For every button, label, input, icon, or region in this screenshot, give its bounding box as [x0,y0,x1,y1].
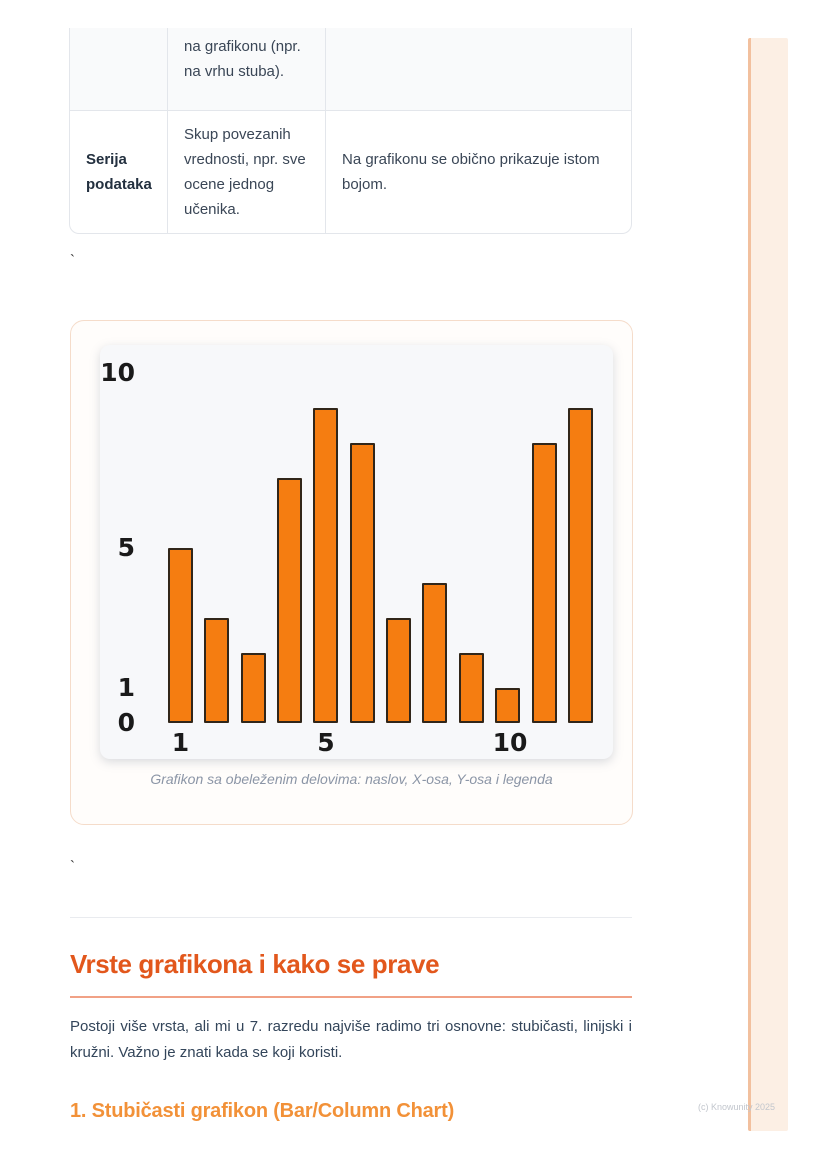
stray-backtick: ` [70,858,75,875]
y-axis-tick-label: 5 [117,533,135,562]
y-axis-tick-label: 10 [100,358,135,387]
table-cell-note: Na grafikonu se obično prikazuje istom b… [325,111,631,233]
table-cell-definition: Skup povezanih vrednosti, npr. sve ocene… [167,111,325,233]
bar [458,653,484,723]
table-cell-definition: na grafikonu (npr. na vrhu stuba). [167,28,325,110]
bar [313,408,339,723]
paragraph-line: Postoji više vrsta, ali mi u 7. razredu … [70,1018,632,1035]
right-margin-strip [748,38,788,1131]
bar [168,548,193,723]
chart-caption: Grafikon sa obeleženim delovima: naslov,… [150,771,553,787]
section-paragraph: Postoji više vrsta, ali mi u 7. razredu … [70,1014,632,1066]
subsection-heading: 1. Stubičasti grafikon (Bar/Column Chart… [70,1100,455,1122]
table-cell-term [70,28,167,110]
copyright-watermark: (c) Knowunity 2025 [698,1102,776,1112]
bar [422,583,448,723]
bar [240,653,266,723]
bar [349,443,375,723]
bar [531,443,557,723]
bar [204,618,230,723]
chart-figure-card: 10 5 1 0 1 5 10 Grafikon sa obeleženim delovim… [70,320,633,825]
bar [495,688,521,723]
x-axis-tick-label: 10 [492,728,528,757]
section-heading: Vrste grafikona i kako se prave [70,949,440,979]
stray-backtick: ` [70,252,75,269]
table-row: Serija podataka Skup povezanih vrednosti… [70,111,631,233]
bar [567,408,593,723]
definition-table: na grafikonu (npr. na vrhu stuba). Serij… [69,28,632,234]
table-cell-note [325,28,631,110]
table-row: na grafikonu (npr. na vrhu stuba). [70,28,631,111]
heading-underline [70,996,632,998]
y-axis-tick-label: 0 [117,708,135,737]
x-axis-tick-label: 5 [317,728,335,757]
bar [386,618,412,723]
x-axis-tick-label: 1 [171,728,190,757]
bar-chart: 10 5 1 0 1 5 10 [100,345,613,759]
paragraph-line: kružni. Važno je znati kada se koji kori… [70,1044,343,1061]
section-divider [70,917,632,918]
y-axis-tick-label: 1 [117,673,135,702]
table-cell-term: Serija podataka [86,151,152,193]
bar [277,478,303,723]
